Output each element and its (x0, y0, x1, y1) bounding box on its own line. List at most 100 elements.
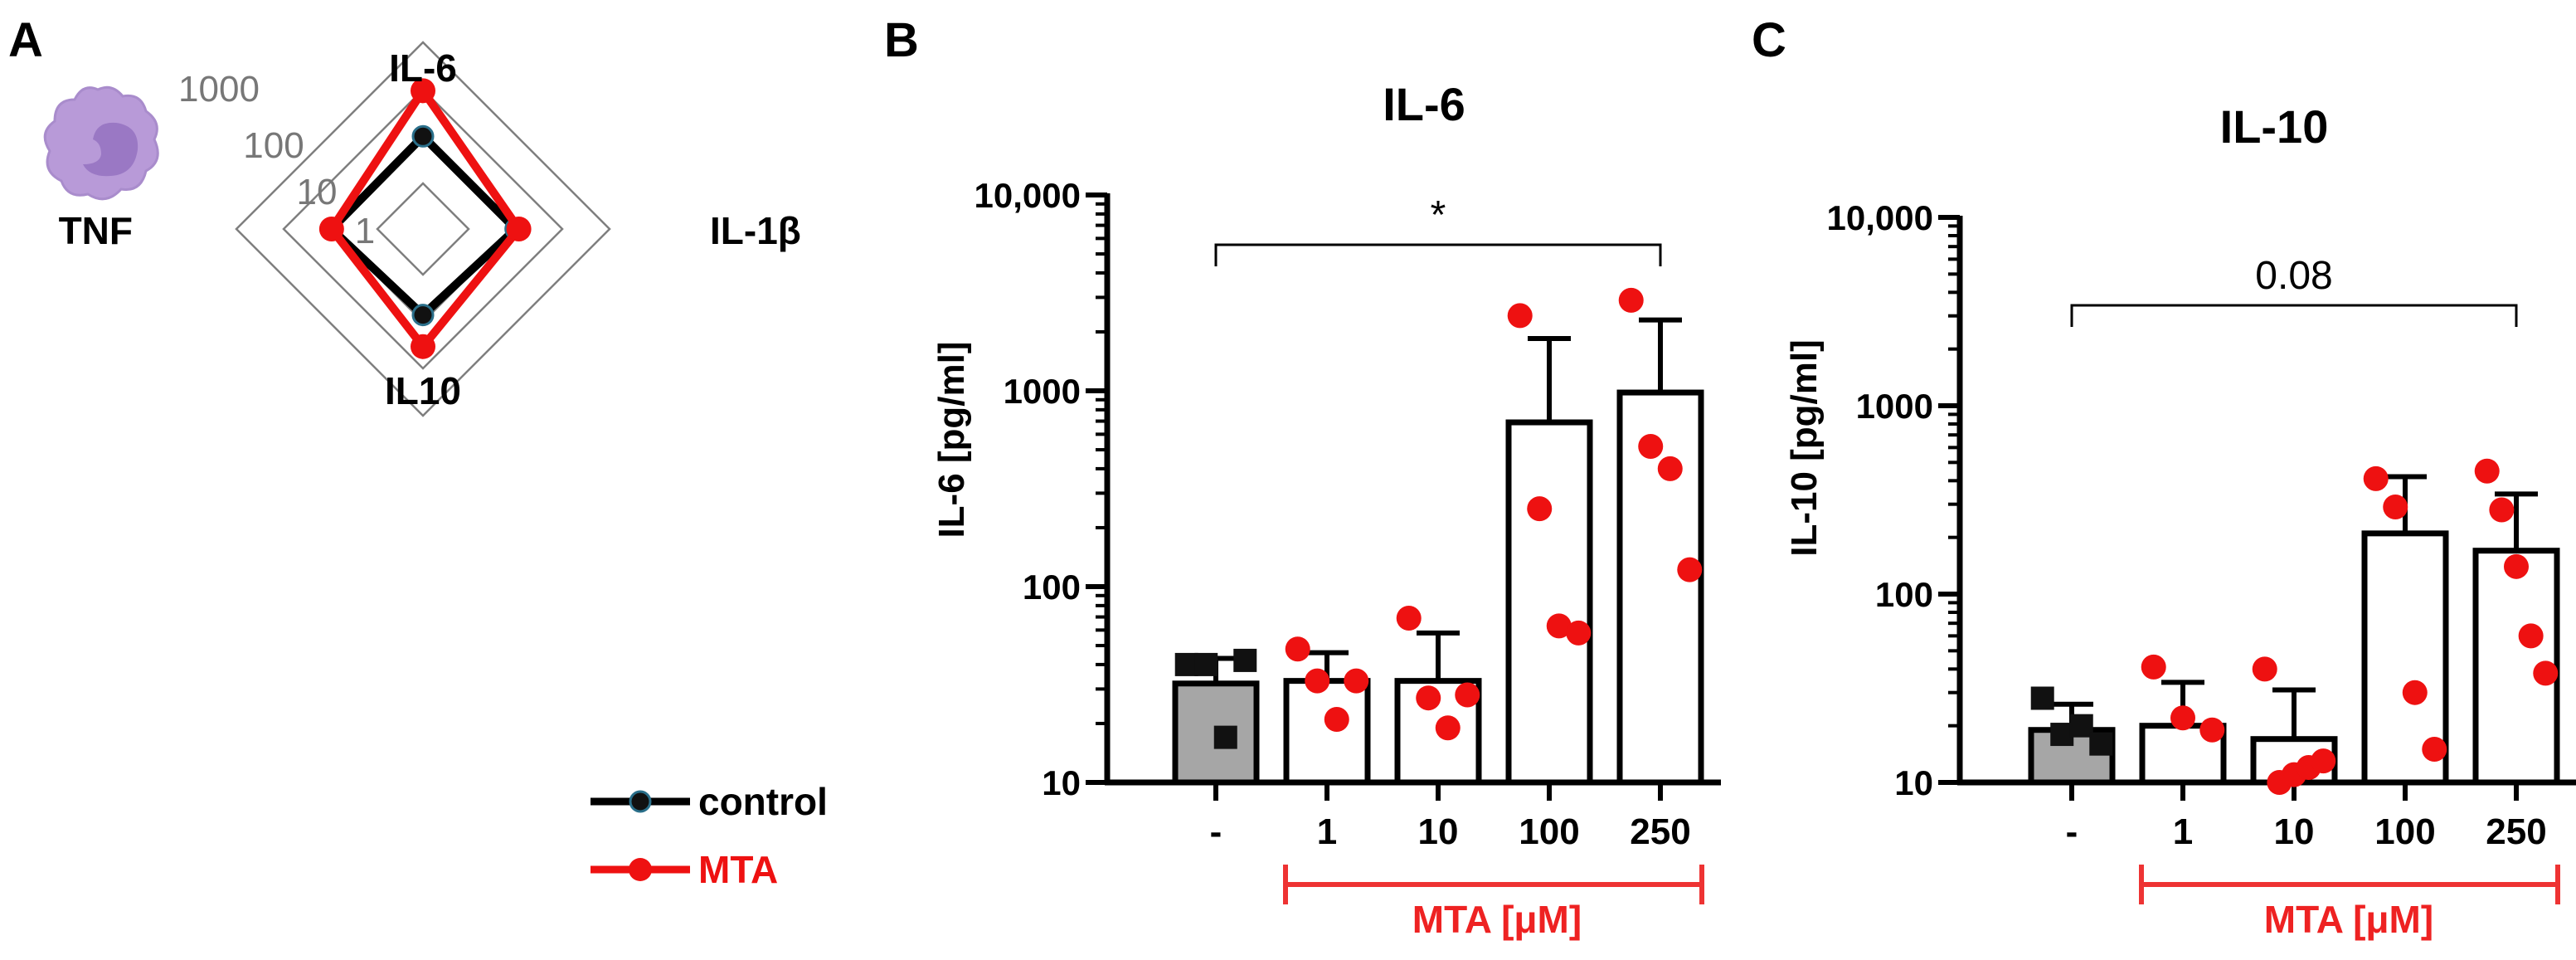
significance-bracket (1214, 243, 1662, 266)
radar-chart-panel: 1 10 100 1000 IL-6 IL-1β IL10 TNF control M… (43, 41, 828, 891)
radar-scale-label: 100 (243, 125, 304, 166)
radar-scale-label: 1000 (178, 69, 260, 110)
data-point-mta (1324, 706, 1349, 732)
data-point-mta (1677, 557, 1703, 582)
radar-series (318, 78, 532, 359)
data-point-mta (2363, 465, 2389, 491)
radar-axis-label-il10: IL10 (385, 369, 461, 412)
data-point-mta (1527, 496, 1553, 522)
panel-label-b: B (884, 13, 919, 67)
data-point-mta (1305, 668, 1330, 694)
chart-title-il6: IL-6 (1383, 78, 1465, 130)
y-tick-label: 10 (1894, 763, 1933, 802)
radar-point-control (411, 124, 435, 148)
y-tick-label: 10 (1042, 763, 1081, 802)
data-point-mta (1546, 613, 1572, 639)
data-point-mta (1638, 434, 1664, 460)
y-tick-label: 10,000 (975, 176, 1081, 215)
data-point-mta (2383, 495, 2408, 520)
legend-mta-label: MTA (698, 848, 778, 891)
radar-point-mta (318, 217, 344, 241)
significance-bracket (2070, 304, 2518, 327)
data-point-mta (2141, 654, 2166, 680)
x-tick-label: 100 (1519, 811, 1579, 852)
data-point-mta (2518, 623, 2544, 649)
y-axis-title-il10: IL-10 [pg/ml] (1784, 339, 1825, 557)
y-tick-label: 10,000 (1827, 198, 1933, 237)
data-point-mta (1435, 715, 1461, 741)
data-point-mta (1416, 685, 1441, 711)
data-point-mta (2402, 680, 2428, 705)
immune-cell-icon (43, 85, 159, 201)
data-point-mta (2252, 656, 2277, 682)
bar-chart-il6: IL-6 IL-6 [pg/ml] 10 100 1000 10,000 - 1 10 100… (931, 78, 1721, 941)
radar-point-control (411, 304, 435, 327)
group-bracket-mta (2139, 865, 2560, 904)
x-tick-label: 10 (2274, 811, 2315, 852)
data-point-control (1174, 652, 1198, 676)
y-tick-label: 100 (1023, 568, 1081, 607)
y-axis-title-il6: IL-6 [pg/ml] (931, 341, 972, 538)
radar-axis-label-tnf: TNF (59, 209, 133, 252)
data-point-mta (2533, 660, 2559, 686)
radar-scale-label: 10 (297, 172, 338, 212)
x-tick-label: - (1210, 811, 1222, 852)
data-point-mta (2422, 737, 2447, 763)
data-point-mta (1396, 606, 1422, 631)
bar-mta-1 (1283, 678, 1371, 786)
data-point-mta (1657, 456, 1683, 481)
panel-label-c: C (1752, 13, 1786, 67)
panel-label-a: A (8, 13, 43, 67)
data-point-mta (2311, 748, 2336, 774)
x-tick-label: 1 (2173, 811, 2193, 852)
data-point-mta (1566, 620, 1592, 646)
x-tick-label: - (2066, 811, 2078, 852)
x-tick-label: 1 (1317, 811, 1337, 852)
data-point-mta (2504, 553, 2529, 579)
data-point-mta (1344, 668, 1369, 694)
radar-ring (282, 88, 564, 370)
radar-point-mta (411, 334, 435, 359)
radar-axis-label-il6: IL-6 (389, 46, 457, 90)
data-point-mta (2199, 717, 2225, 743)
radar-point-mta (411, 78, 435, 104)
group-bracket-mta (1283, 865, 1704, 904)
significance-label: * (1431, 193, 1446, 237)
chart-title-il10: IL-10 (2220, 100, 2329, 153)
radar-scale-labels: 1 10 100 1000 (178, 69, 375, 251)
data-point-mta (1618, 287, 1644, 313)
y-tick-label: 100 (1875, 575, 1933, 614)
legend-control-marker (629, 790, 652, 813)
data-point-mta (1507, 303, 1533, 329)
data-point-control (2030, 686, 2054, 710)
y-tick-label: 1000 (1856, 387, 1933, 426)
data-point-control (1213, 725, 1237, 749)
group-label-il10: MTA [μM] (2264, 898, 2433, 941)
x-tick-label: 250 (2486, 811, 2546, 852)
legend-mta-marker (629, 858, 652, 881)
plot-area-il10: 10 100 1000 10,000 - 1 10 100 250 0.08 (1827, 198, 2576, 904)
radar-axis-label-il1b: IL-1β (710, 209, 801, 252)
x-tick-label: 250 (1630, 811, 1690, 852)
bar-mta-100 (1505, 419, 1593, 786)
data-point-mta (1455, 682, 1480, 708)
plot-area-il6: 10 100 1000 10,000 - 1 10 100 250 * (975, 176, 1721, 904)
data-point-mta (2489, 497, 2515, 523)
data-point-control (2089, 732, 2113, 756)
radar-ring (235, 41, 611, 417)
radar-point-mta (506, 217, 532, 241)
data-point-control (1194, 652, 1218, 676)
radar-scale-label: 1 (355, 211, 375, 251)
radar-ring (376, 182, 470, 276)
y-tick-label: 1000 (1004, 372, 1081, 411)
data-point-mta (2474, 458, 2500, 484)
data-point-control (2069, 714, 2093, 738)
data-point-control (2050, 723, 2074, 747)
data-point-mta (1285, 636, 1310, 662)
x-tick-label: 10 (1418, 811, 1459, 852)
data-point-control (1233, 648, 1257, 672)
data-point-mta (2170, 705, 2195, 731)
significance-label: 0.08 (2255, 254, 2332, 298)
